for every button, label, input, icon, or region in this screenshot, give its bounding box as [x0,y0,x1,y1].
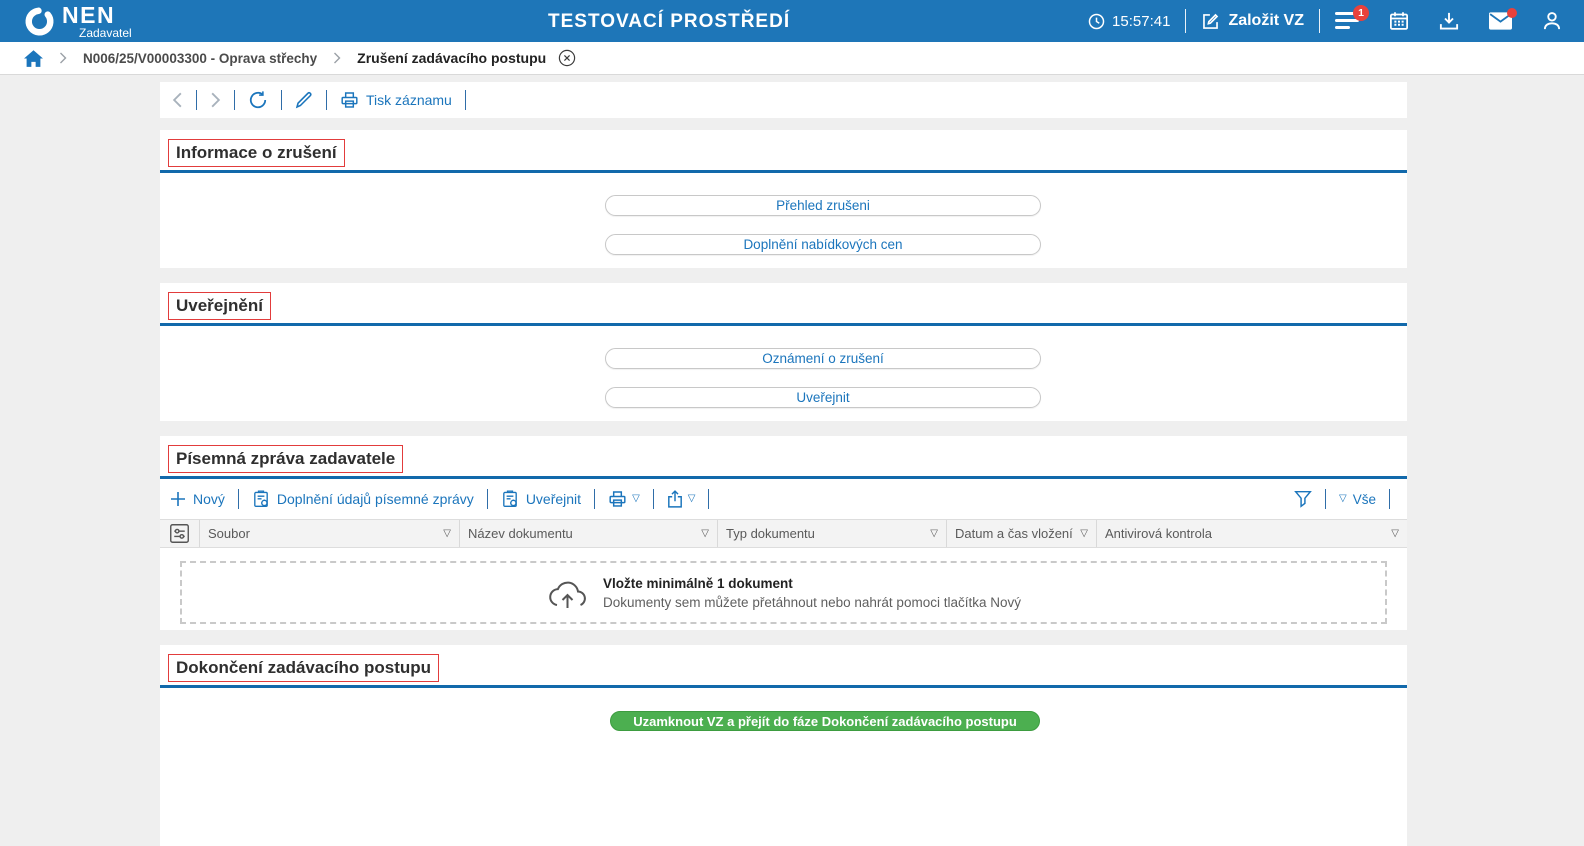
column-header-file[interactable]: Soubor ▽ [200,520,460,547]
annotation-box: Písemná zpráva zadavatele [168,445,404,473]
print-record-button[interactable]: Tisk záznamu [340,91,452,109]
cloud-upload-icon [546,576,588,610]
dropdown-arrow-icon: ▽ [632,493,640,504]
section-title: Informace o zrušení [176,143,337,162]
divider [234,90,235,110]
nav-back-button[interactable] [172,92,183,108]
create-vz-button[interactable]: Založit VZ [1201,12,1304,31]
cancellation-notice-button[interactable]: Oznámení o zrušení [605,348,1041,369]
column-header-date-inserted[interactable]: Datum a čas vložení ▽ [947,520,1097,547]
lock-vz-button[interactable]: Uzamknout VZ a přejít do fáze Dokončení … [610,711,1040,731]
cancellation-overview-button[interactable]: Přehled zrušeni [605,195,1041,216]
nav-forward-button[interactable] [210,92,221,108]
annotation-box: Informace o zrušení [168,139,345,167]
download-tray-button[interactable] [1439,11,1459,31]
section-completion: Dokončení zadávacího postupu Uzamknout V… [160,645,1407,846]
clock-time: 15:57:41 [1112,12,1171,30]
new-document-label: Nový [193,491,225,507]
print-record-label: Tisk záznamu [366,92,452,108]
dropdown-arrow-icon: ▽ [1339,493,1347,504]
nen-logo[interactable]: NEN Zadavatel [24,2,132,40]
documents-toolbar: Nový Doplnění údajů písemné zprávy Uve [160,479,1407,519]
new-document-button[interactable]: Nový [170,491,225,507]
filter-button[interactable] [1294,490,1312,508]
section-publication: Uveřejnění Oznámení o zrušení Uveřejnit [160,283,1407,421]
mail-button[interactable] [1489,8,1517,30]
print-dropdown-button[interactable]: ▽ [608,490,640,508]
close-tab-icon[interactable] [558,49,576,67]
environment-title: TESTOVACÍ PROSTŘEDÍ [548,11,791,32]
annotation-box: Uveřejnění [168,292,271,320]
edit-square-icon [1201,12,1220,31]
publish-button[interactable]: Uveřejnit [605,387,1041,408]
dropzone-subtitle: Dokumenty sem můžete přetáhnout nebo nah… [603,594,1021,610]
section-written-report: Písemná zpráva zadavatele Nový Doplnění … [160,436,1407,630]
column-filter-icon[interactable]: ▽ [1391,527,1399,539]
section-header: Uveřejnění [160,283,1407,326]
divider [1185,9,1187,33]
section-title: Písemná zpráva zadavatele [176,449,396,468]
divider [1319,9,1320,33]
fill-report-data-button[interactable]: Doplnění údajů písemné zprávy [252,490,474,508]
publish-document-label: Uveřejnit [525,491,582,507]
divider [237,489,239,509]
divider [1389,489,1390,509]
column-filter-icon[interactable]: ▽ [701,527,709,539]
section-header: Dokončení zadávacího postupu [160,645,1407,688]
add-bid-prices-button[interactable]: Doplnění nabídkových cen [605,234,1041,255]
dropzone-title: Vložte minimálně 1 dokument [603,575,793,591]
publish-document-button[interactable]: Uveřejnit [501,490,581,508]
documents-table-header: Soubor ▽ Název dokumentu ▽ Typ dokumentu… [160,519,1407,548]
fill-report-data-label: Doplnění údajů písemné zprávy [276,491,474,507]
document-dropzone[interactable]: Vložte minimálně 1 dokument Dokumenty se… [180,561,1387,624]
dropdown-arrow-icon: ▽ [687,493,696,504]
divider [326,90,327,110]
column-filter-icon[interactable]: ▽ [930,527,938,539]
top-bar: NEN Zadavatel TESTOVACÍ PROSTŘEDÍ 15:57:… [0,0,1584,42]
breadcrumb-current: Zrušení zadávacího postupu [357,50,547,66]
divider [464,90,466,110]
logo-subtitle: Zadavatel [79,26,132,40]
divider [652,489,654,509]
column-header-document-type[interactable]: Typ dokumentu ▽ [718,520,947,547]
column-filter-icon[interactable]: ▽ [1080,527,1088,539]
menu-button[interactable]: 1 [1335,5,1369,30]
section-title: Uveřejnění [176,296,263,315]
divider [196,90,197,110]
view-all-dropdown[interactable]: ▽ Vše [1339,492,1376,507]
annotation-box: Dokončení zadávacího postupu [168,654,440,682]
record-toolbar: Tisk záznamu [160,82,1407,118]
refresh-button[interactable] [248,90,268,110]
home-icon[interactable] [24,49,43,67]
divider [708,489,710,509]
section-title: Dokončení zadávacího postupu [176,658,432,677]
chevron-right-icon [59,52,67,64]
column-header-antivirus[interactable]: Antivirová kontrola ▽ [1105,526,1399,541]
breadcrumb: N006/25/V00003300 - Oprava střechy Zruše… [0,42,1584,75]
create-vz-label: Založit VZ [1228,12,1304,29]
column-filter-icon[interactable]: ▽ [443,527,451,539]
export-dropdown-button[interactable]: ▽ [667,490,696,508]
logo-text: NEN [62,2,116,28]
breadcrumb-record[interactable]: N006/25/V00003300 - Oprava střechy [83,50,318,66]
mail-notification-dot [1507,8,1517,18]
column-header-document-name[interactable]: Název dokumentu ▽ [460,520,718,547]
clock-icon [1088,13,1105,30]
column-settings-button[interactable] [160,520,200,547]
view-all-label: Vše [1352,491,1376,507]
section-header: Písemná zpráva zadavatele [160,436,1407,479]
nen-logo-icon [24,6,55,37]
user-profile-button[interactable] [1542,11,1562,31]
divider [594,489,596,509]
chevron-right-icon [333,52,341,64]
edit-pencil-button[interactable] [295,91,313,109]
section-header: Informace o zrušení [160,130,1407,173]
menu-badge: 1 [1353,5,1369,21]
calendar-button[interactable] [1389,11,1409,31]
divider [486,489,488,509]
divider [281,90,282,110]
clock: 15:57:41 [1088,13,1170,30]
section-cancellation-info: Informace o zrušení Přehled zrušeni Dopl… [160,130,1407,268]
divider [1325,489,1327,509]
